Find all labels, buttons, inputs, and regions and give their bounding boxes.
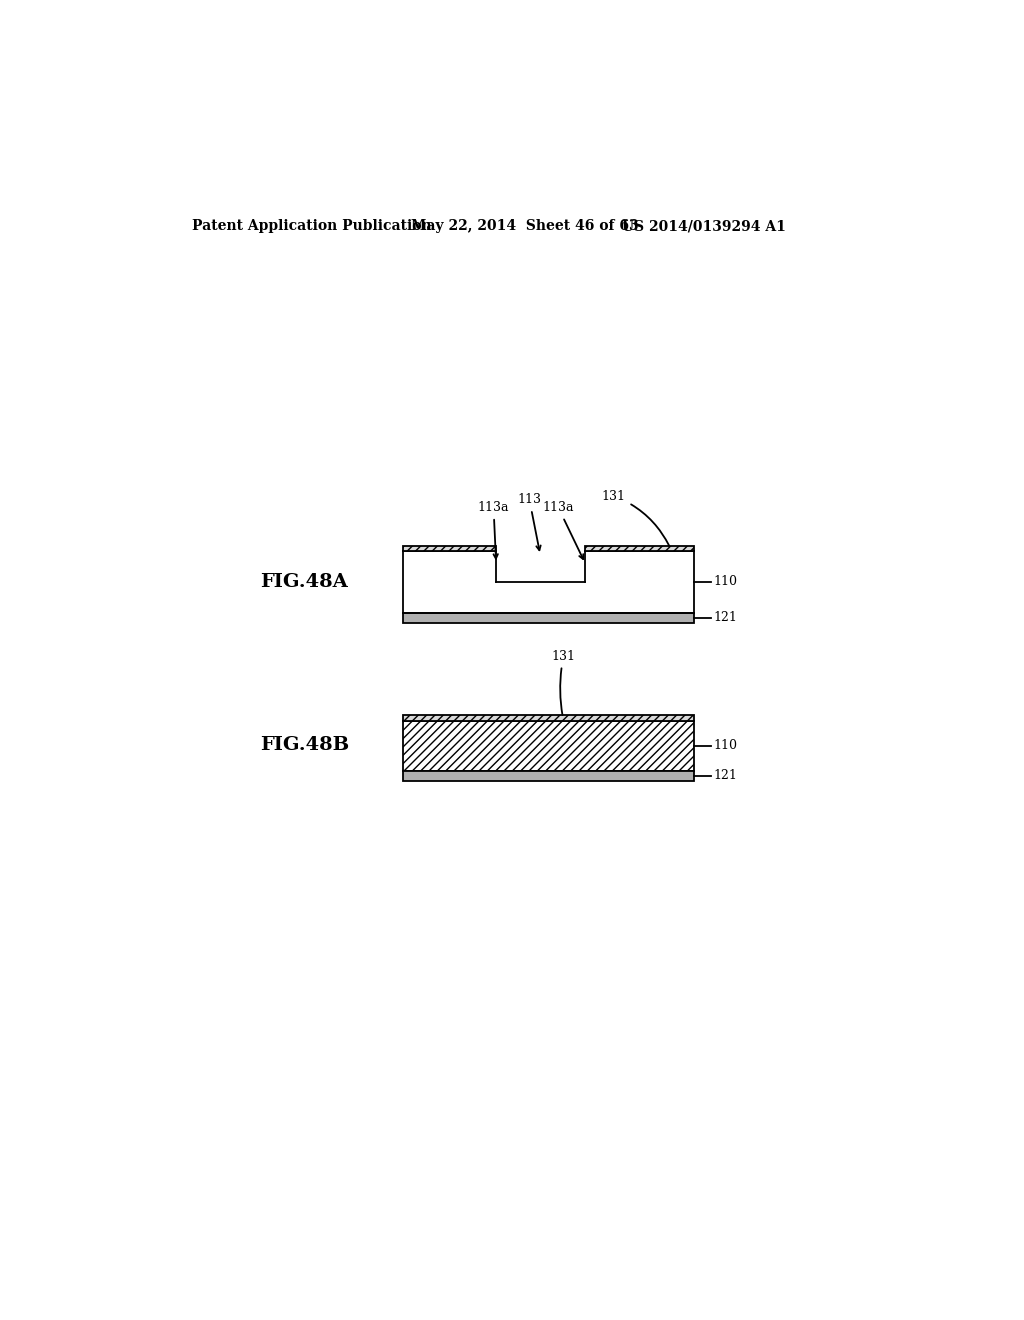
Text: 110: 110 [714,739,738,752]
Text: 131: 131 [552,649,575,715]
Bar [403,715,693,721]
Bar [403,545,496,552]
Text: FIG.48B: FIG.48B [260,737,349,754]
Text: Patent Application Publication: Patent Application Publication [191,219,431,234]
Bar [586,552,693,612]
Text: 121: 121 [714,611,737,624]
Text: 113a: 113a [478,502,509,558]
Text: May 22, 2014  Sheet 46 of 63: May 22, 2014 Sheet 46 of 63 [411,219,639,234]
Text: US 2014/0139294 A1: US 2014/0139294 A1 [623,219,786,234]
Text: FIG.48A: FIG.48A [260,573,347,591]
Bar [496,552,586,582]
Bar [403,552,496,612]
Text: 113a: 113a [543,502,584,560]
Bar [403,721,693,771]
Text: 131: 131 [602,490,670,546]
Bar [403,771,693,780]
Text: 110: 110 [714,576,738,589]
Bar [586,545,693,552]
Text: 113: 113 [517,494,542,550]
Bar [403,612,693,623]
Bar [496,582,586,612]
Text: 121: 121 [714,770,737,781]
